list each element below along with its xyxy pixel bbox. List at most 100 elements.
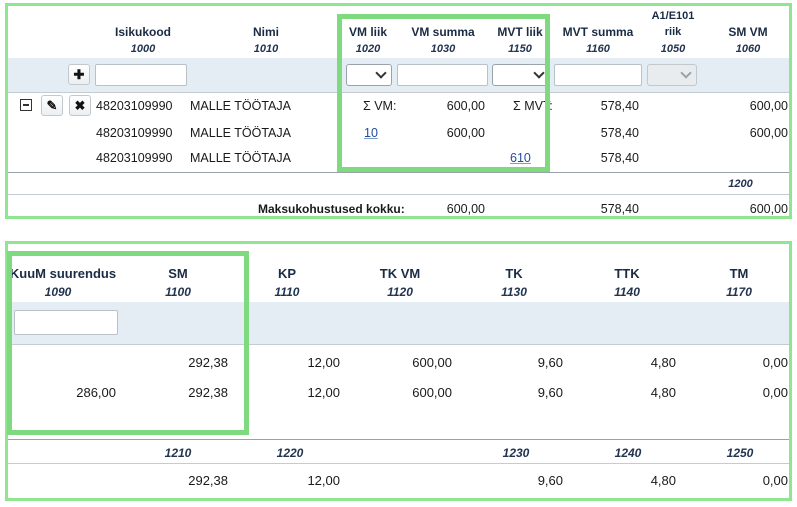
header-kp[interactable]: KP [277, 266, 297, 281]
footer-divider [8, 172, 789, 173]
top-table-panel: Isikukood 1000 Nimi 1010 VM liik 1020 VM… [5, 3, 792, 219]
cell-tk: 9,60 [537, 355, 563, 370]
cell-mvt-summa: 578,40 [600, 151, 639, 165]
header-tm[interactable]: TM [729, 266, 749, 281]
row-divider [8, 92, 789, 93]
header-isikukood[interactable]: Isikukood [114, 25, 171, 39]
filter-vm-liik-select[interactable] [346, 64, 392, 86]
header-ttk[interactable]: TTK [614, 266, 640, 281]
cell-ttk: 4,80 [650, 355, 676, 370]
cell-sm-vm: 600,00 [749, 99, 788, 113]
total-sm: 292,38 [188, 473, 228, 488]
code-1050: 1050 [660, 43, 686, 55]
add-button[interactable]: ✚ [68, 64, 90, 85]
cell-tk-vm: 600,00 [412, 355, 452, 370]
code-1140: 1140 [614, 285, 640, 299]
code-1220: 1220 [276, 446, 304, 460]
code-1020: 1020 [355, 43, 381, 55]
filter-row [8, 302, 789, 344]
chevron-down-icon [533, 67, 545, 79]
collapse-toggle[interactable] [20, 99, 32, 111]
footer-rule [8, 463, 789, 464]
header-mvt-liik[interactable]: MVT liik [497, 25, 543, 39]
code-1250: 1250 [726, 446, 754, 460]
cell-mvt-summa: 578,40 [600, 126, 639, 140]
header-nimi[interactable]: Nimi [252, 25, 279, 39]
filter-riik-select [647, 64, 697, 86]
code-1130: 1130 [501, 285, 527, 299]
cell-nimi: MALLE TÖÖTAJA [190, 151, 291, 165]
vm-liik-link[interactable]: 10 [364, 126, 378, 140]
close-icon: ✖ [74, 97, 86, 113]
header-a1-e101[interactable]: A1/E101 [651, 10, 695, 22]
code-1240: 1240 [614, 446, 642, 460]
cell-vm-liik: Σ VM: [363, 99, 397, 113]
code-1200: 1200 [728, 178, 753, 190]
filter-mvt-liik-select[interactable] [492, 64, 550, 86]
code-1000: 1000 [130, 43, 156, 55]
filter-vm-summa-input[interactable] [397, 64, 488, 86]
header-riik[interactable]: riik [664, 26, 682, 38]
code-1010: 1010 [253, 43, 279, 55]
mvt-liik-link[interactable]: 610 [510, 151, 531, 165]
cell-isikukood: 48203109990 [96, 99, 173, 113]
header-vm-summa[interactable]: VM summa [411, 25, 475, 39]
cell-nimi: MALLE TÖÖTAJA [190, 126, 291, 140]
code-1150: 1150 [508, 43, 532, 55]
cell-tm: 0,00 [762, 355, 788, 370]
minus-icon [23, 104, 29, 106]
code-1210: 1210 [164, 446, 192, 460]
cell-kp: 12,00 [307, 355, 340, 370]
bottom-table-panel: KuuM suurendus 1090 SM 1100 KP 1110 TK V… [5, 241, 792, 501]
cell-sm: 292,38 [188, 355, 228, 370]
total-mvt-summa: 578,40 [600, 202, 639, 216]
cell-vm-summa: 600,00 [446, 99, 485, 113]
cell-tm: 0,00 [762, 385, 788, 400]
filter-mvt-summa-input[interactable] [554, 64, 642, 86]
header-tk-vm[interactable]: TK VM [379, 266, 421, 281]
total-tm: 0,00 [762, 473, 788, 488]
header-tk[interactable]: TK [505, 266, 523, 281]
code-1110: 1110 [274, 285, 300, 299]
filter-kuum-input[interactable] [14, 310, 118, 335]
code-1160: 1160 [586, 43, 610, 55]
code-1230: 1230 [502, 446, 530, 460]
cell-mvt-liik: Σ MVT: [513, 99, 553, 113]
chevron-down-icon [375, 67, 387, 79]
cell-isikukood: 48203109990 [96, 151, 173, 165]
cell-sm-vm: 600,00 [749, 126, 788, 140]
total-ttk: 4,80 [650, 473, 676, 488]
header-kuum-suurendus[interactable]: KuuM suurendus [9, 266, 117, 281]
filter-isikukood-input[interactable] [95, 64, 187, 86]
header-vm-liik[interactable]: VM liik [348, 25, 387, 39]
total-tk: 9,60 [537, 473, 563, 488]
footer-divider [8, 439, 789, 440]
total-label: Maksukohustused kokku: [258, 202, 405, 216]
chevron-down-icon [680, 67, 692, 79]
code-1100: 1100 [165, 285, 191, 299]
total-kp: 12,00 [307, 473, 340, 488]
cell-mvt-summa: 578,40 [600, 99, 639, 113]
cell-sm: 292,38 [188, 385, 228, 400]
header-sm-vm[interactable]: SM VM [728, 25, 768, 39]
cell-ttk: 4,80 [650, 385, 676, 400]
cell-isikukood: 48203109990 [96, 126, 173, 140]
header-mvt-summa[interactable]: MVT summa [562, 25, 634, 39]
cell-tk: 9,60 [537, 385, 563, 400]
footer-rule [8, 194, 789, 195]
cell-nimi: MALLE TÖÖTAJA [190, 99, 291, 113]
edit-button[interactable]: ✎ [41, 95, 63, 116]
code-1030: 1030 [430, 43, 456, 55]
code-1060: 1060 [735, 43, 761, 55]
cell-vm-summa: 600,00 [446, 126, 485, 140]
code-1090: 1090 [44, 285, 72, 299]
cell-kp: 12,00 [307, 385, 340, 400]
delete-button[interactable]: ✖ [69, 95, 91, 116]
pencil-icon: ✎ [46, 97, 58, 113]
header-sm[interactable]: SM [168, 266, 188, 281]
code-1120: 1120 [387, 285, 413, 299]
total-vm-summa: 600,00 [446, 202, 485, 216]
cell-tk-vm: 600,00 [412, 385, 452, 400]
row-divider [8, 344, 789, 345]
code-1170: 1170 [726, 285, 752, 299]
